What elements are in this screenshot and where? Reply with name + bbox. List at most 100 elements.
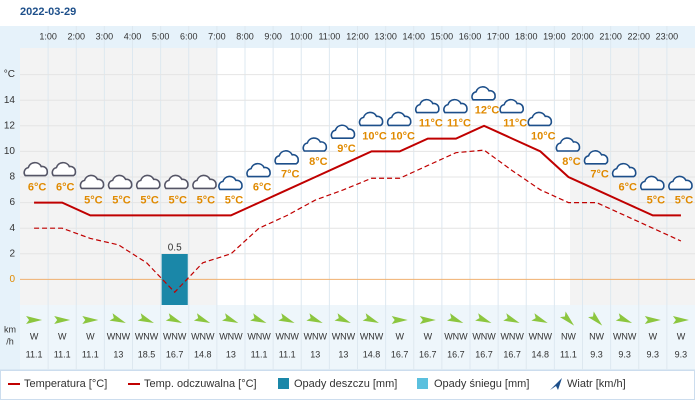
- wind-direction: WNW: [529, 331, 553, 341]
- hour-label: 18:00: [515, 31, 538, 41]
- weather-icon: [218, 175, 243, 191]
- wind-direction: WNW: [219, 331, 243, 341]
- wind-direction: WNW: [107, 331, 131, 341]
- legend-label: Opady deszczu [mm]: [294, 378, 397, 390]
- wind-direction: WNW: [500, 331, 524, 341]
- y-tick-label: 2: [9, 248, 15, 259]
- legend-label: Opady śniegu [mm]: [434, 378, 529, 390]
- wind-arrow: [672, 316, 689, 324]
- date: 2022-03-29: [20, 6, 76, 18]
- weather-icon: [583, 150, 609, 165]
- wind-arrow: [250, 313, 267, 324]
- temp-label: 5°C: [647, 194, 666, 206]
- hour-label: 13:00: [374, 31, 397, 41]
- weather-icon: [639, 175, 665, 191]
- wind-direction: WNW: [472, 331, 496, 341]
- wind-speed: 16.7: [166, 349, 184, 359]
- wind-direction: WNW: [163, 331, 187, 341]
- wind-arrow: [278, 313, 295, 324]
- hour-label: 9:00: [264, 31, 282, 41]
- legend-swatch: [417, 378, 428, 389]
- wind-speed: 16.7: [391, 349, 409, 359]
- temp-label: 10°C: [531, 130, 556, 142]
- wind-arrow: [391, 316, 408, 324]
- legend-label: Temperatura [°C]: [24, 378, 107, 390]
- hour-label: 23:00: [656, 31, 679, 41]
- weather-icon: [527, 111, 553, 127]
- wind-arrow: [54, 316, 71, 324]
- hour-label: 17:00: [487, 31, 510, 41]
- wind-direction: WNW: [304, 331, 328, 341]
- y-tick-label: 4: [9, 223, 15, 234]
- wind-speed: 11.1: [54, 349, 71, 359]
- weather-icon: [499, 98, 524, 114]
- weather-icon: [358, 111, 384, 127]
- y-tick-label: °C: [4, 69, 15, 80]
- wind-speed: 11.1: [26, 349, 43, 359]
- hour-label: 6:00: [180, 31, 198, 41]
- temp-label: 6°C: [618, 182, 637, 194]
- wind-direction: W: [677, 331, 686, 341]
- weather-icon: [611, 162, 637, 178]
- temp-label: 5°C: [84, 194, 103, 206]
- wind-speed: 13: [310, 349, 320, 359]
- legend-label: Wiatr [km/h]: [567, 378, 626, 390]
- y-tick-label: 0: [9, 274, 15, 285]
- hour-label: 2:00: [67, 31, 85, 41]
- temp-label: 12°C: [475, 105, 500, 117]
- hour-label: 15:00: [431, 31, 454, 41]
- temp-label: 5°C: [197, 194, 216, 206]
- hour-label: 21:00: [599, 31, 622, 41]
- hour-label: 1:00: [39, 31, 57, 41]
- weather-icon: [443, 98, 468, 114]
- wind-arrow: [531, 313, 548, 324]
- wind-direction: W: [395, 331, 404, 341]
- wind-speed: 16.7: [447, 349, 465, 359]
- wind-speed: 14.8: [194, 349, 212, 359]
- hour-label: 12:00: [346, 31, 369, 41]
- weather-icon: [51, 161, 77, 177]
- hour-label: 22:00: [627, 31, 650, 41]
- wind-arrow: [419, 316, 436, 324]
- wind-direction: W: [58, 331, 67, 341]
- wind-arrow: [615, 313, 633, 324]
- weather-icon: [414, 98, 440, 114]
- temp-label: 5°C: [225, 194, 244, 206]
- wind-speed: 9.3: [675, 349, 688, 359]
- temp-label: 5°C: [140, 194, 159, 206]
- y-tick-label: 8: [9, 172, 15, 183]
- wind-direction: WNW: [360, 331, 384, 341]
- wind-arrow: [26, 316, 43, 324]
- y-tick-label: 12: [4, 120, 16, 131]
- axis-band: [0, 26, 20, 370]
- weather-icon: [107, 174, 133, 190]
- series-line: [34, 124, 681, 217]
- wind-speed: 16.7: [419, 349, 437, 359]
- weather-icon: [302, 137, 328, 152]
- wind-direction: W: [424, 331, 433, 341]
- temp-label: 8°C: [309, 156, 328, 168]
- hour-label: 8:00: [236, 31, 254, 41]
- temp-label: 5°C: [675, 194, 694, 206]
- hour-label: 4:00: [124, 31, 142, 41]
- weather-icon: [330, 124, 356, 139]
- wind-arrow: [334, 313, 351, 324]
- wind-arrow: [82, 316, 99, 324]
- temp-label: 5°C: [168, 194, 187, 206]
- wind-direction: W: [30, 331, 39, 341]
- precip-label: 0.5: [168, 243, 182, 254]
- wind-speed: 14.8: [532, 349, 550, 359]
- wind-direction: W: [86, 331, 95, 341]
- hour-label: 11:00: [318, 31, 340, 41]
- weather-icon: [192, 174, 217, 190]
- wind-speed: 13: [226, 349, 236, 359]
- wind-speed: 11.1: [82, 349, 99, 359]
- temp-label: 11°C: [419, 118, 443, 130]
- wind-direction: WNW: [444, 331, 468, 341]
- legend-swatch: [278, 378, 289, 389]
- wind-direction: WNW: [247, 331, 271, 341]
- wind-arrow: [644, 316, 661, 324]
- temp-label: 7°C: [590, 169, 609, 181]
- temp-label: 6°C: [28, 182, 47, 194]
- wind-arrow: [109, 313, 126, 324]
